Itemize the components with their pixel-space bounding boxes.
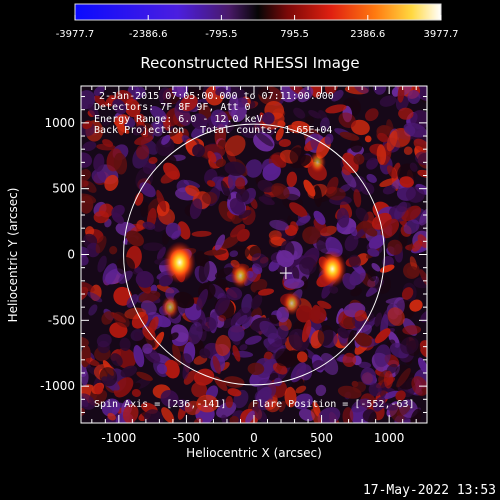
colorbar: -3977.7 -2386.6 -795.5 795.5 2386.6 3977.7 [56, 3, 459, 40]
colorbar-tick-label: 2386.6 [350, 29, 385, 40]
chart-title: Reconstructed RHESSI Image [140, 54, 359, 72]
x-tick-label: -500 [173, 431, 200, 445]
annotation-flare-position: Flare Position = [-552,-63] [252, 399, 415, 410]
bright-sources [161, 151, 347, 319]
solar-limb-circle [123, 123, 385, 386]
annotation-method: Back Projection [94, 125, 184, 136]
x-tick-label: 500 [310, 431, 333, 445]
bright-source [282, 291, 302, 316]
bright-source [163, 241, 196, 284]
y-axis: -1000 -500 0 500 1000 [40, 96, 427, 413]
y-tick-label: -1000 [40, 379, 75, 393]
annotation-total-counts: Total counts: 1.65E+04 [200, 125, 332, 136]
bright-source [161, 295, 180, 319]
colorbar-ramp [74, 3, 442, 21]
y-axis-label: Heliocentric Y (arcsec) [6, 188, 20, 323]
annotation-spin-axis: Spin Axis = [236,-141] [94, 399, 226, 410]
annotation-detectors: Detectors: 7F 8F 9F, Att 0 [94, 102, 251, 113]
x-tick-label: 1000 [374, 431, 405, 445]
x-axis: -1000 -500 0 500 1000 [91, 86, 417, 445]
annotation-time-range: 2-Jan-2015 07:05:00.000 to 07:11:00.000 [99, 91, 334, 102]
colorbar-tick-label: 3977.7 [424, 29, 459, 40]
annotations: 2-Jan-2015 07:05:00.000 to 07:11:00.000 … [94, 91, 415, 410]
x-axis-label: Heliocentric X (arcsec) [186, 446, 322, 460]
colorbar-tick-label: -3977.7 [56, 29, 95, 40]
x-tick-label: -1000 [101, 431, 136, 445]
annotation-energy-range: Energy Range: 6.0 - 12.0 keV [94, 114, 263, 125]
colorbar-tick-label: -795.5 [205, 29, 237, 40]
colorbar-tick-label: 795.5 [280, 29, 309, 40]
colorbar-tick-label: -2386.6 [129, 29, 168, 40]
spin-axis-marker [279, 267, 292, 280]
y-tick-label: 1000 [44, 116, 75, 130]
plot-area [81, 86, 427, 423]
y-tick-label: 500 [52, 182, 75, 196]
y-tick-label: -500 [48, 313, 75, 327]
bright-source [318, 250, 347, 288]
bright-source [230, 262, 251, 289]
footer-timestamp: 17-May-2022 13:53 [363, 483, 496, 498]
x-tick-label: 0 [250, 431, 258, 445]
bright-source [309, 151, 327, 174]
colorbar-ticks: -3977.7 -2386.6 -795.5 795.5 2386.6 3977.7 [56, 15, 459, 40]
y-tick-label: 0 [67, 248, 75, 262]
